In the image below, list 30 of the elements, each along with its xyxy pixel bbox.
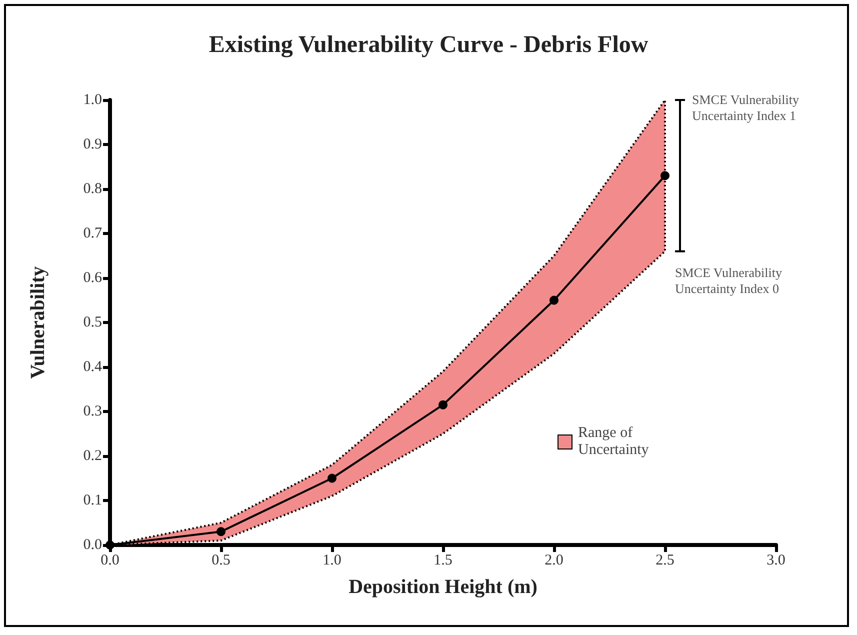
y-tick-label: 0.2 xyxy=(83,448,102,464)
x-tick-label: 0.5 xyxy=(212,552,230,568)
y-tick-label: 0.4 xyxy=(83,359,102,375)
y-tick-label: 0.1 xyxy=(83,492,102,508)
x-axis-title: Deposition Height (m) xyxy=(348,576,538,598)
chart-title: Existing Vulnerability Curve - Debris Flow xyxy=(208,32,649,58)
y-tick-label: 0.9 xyxy=(83,136,102,152)
y-tick-label: 0.5 xyxy=(83,314,102,330)
y-tick-label: 0.3 xyxy=(83,404,102,420)
x-tick-label: 1.5 xyxy=(434,552,452,568)
y-tick-label: 1.0 xyxy=(83,92,102,108)
y-tick-label: 0.7 xyxy=(83,226,102,242)
point xyxy=(106,540,114,550)
y-tick-label: 0.0 xyxy=(83,537,102,553)
annotation: Range of Uncertainty xyxy=(578,425,650,459)
y-tick-label: 0.6 xyxy=(83,270,102,286)
point xyxy=(660,171,670,180)
y-tick-label: 0.8 xyxy=(83,181,102,197)
x-tick-label: 2.5 xyxy=(656,552,674,568)
point xyxy=(216,527,226,536)
y-axis-title: Vulnerability xyxy=(27,266,49,379)
point xyxy=(328,474,336,483)
x-tick-label: 3.0 xyxy=(766,552,786,568)
annotation: SMCE Vulnerability Uncertainty Index 1 xyxy=(692,92,800,124)
x-tick-label: 1.0 xyxy=(322,552,342,568)
x-tick-label: 2.0 xyxy=(544,552,564,568)
point xyxy=(550,296,558,305)
annotation: SMCE Vulnerability Uncertainty Index 0 xyxy=(675,265,783,298)
x-tick-label: 0.0 xyxy=(100,552,120,568)
point xyxy=(438,400,448,410)
